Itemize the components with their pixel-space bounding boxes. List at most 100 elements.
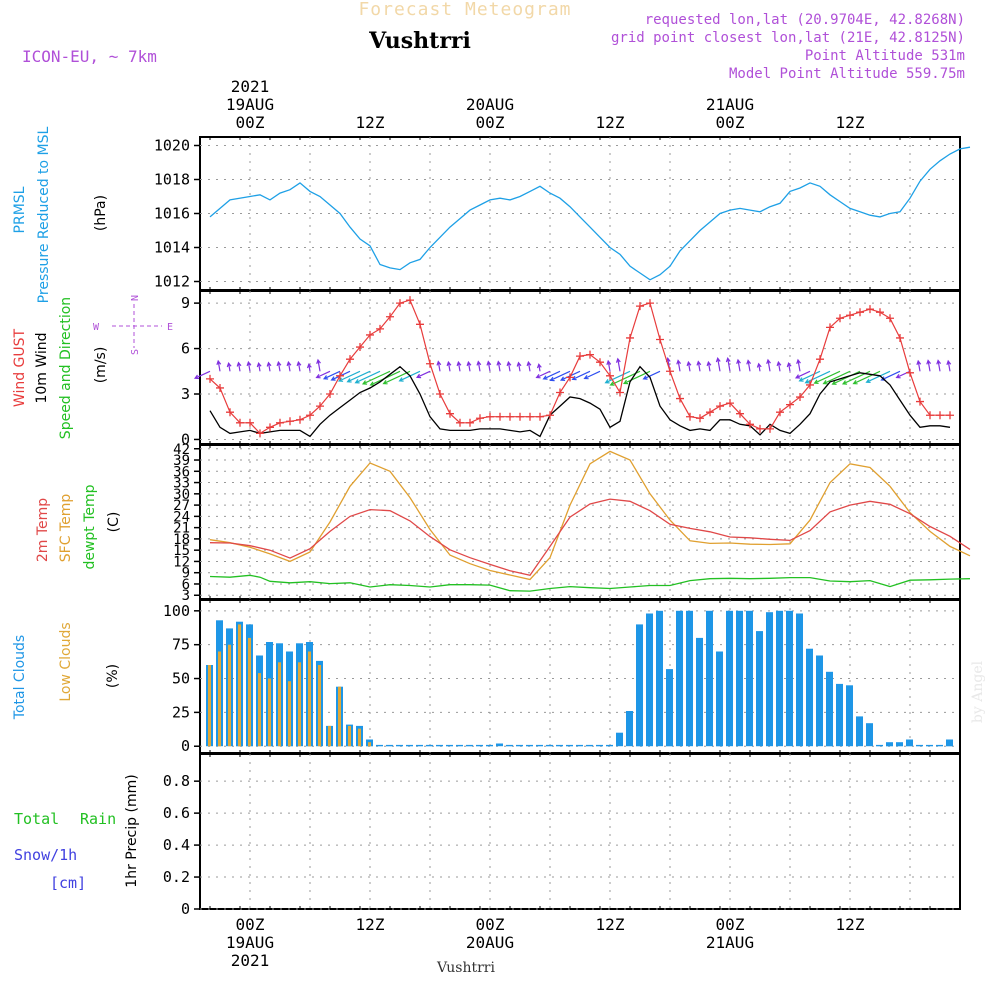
gust-marker	[416, 320, 424, 329]
wind-arrow	[236, 361, 242, 372]
compass-rose: W E N S	[93, 295, 173, 355]
wind-arrow	[246, 360, 252, 372]
total-cloud-bar	[616, 732, 623, 747]
total-cloud-bar	[816, 655, 823, 747]
bottom-tick-label: 12Z	[356, 915, 385, 934]
pressure-unit: (hPa)	[93, 195, 109, 231]
gust-marker	[736, 409, 744, 418]
wind-arrow	[642, 370, 661, 380]
prmsl-label: PRMSL	[12, 186, 28, 233]
gust-marker	[426, 359, 434, 368]
wind-arrow	[415, 370, 431, 379]
wind-arrow	[549, 370, 571, 382]
wind-arrow	[831, 370, 861, 385]
gust-marker	[356, 343, 364, 352]
wind-arrow	[446, 360, 452, 372]
wind-arrow	[696, 360, 702, 372]
gust-marker	[506, 412, 514, 421]
model-label: ICON-EU, ~ 7km	[22, 47, 157, 66]
bottom-date-label: 19AUG	[226, 933, 274, 952]
wind-arrow	[266, 361, 272, 372]
top-tick-label: 12Z	[836, 113, 865, 132]
t2m-label: 2m Temp	[35, 498, 51, 562]
low-cloud-bar	[338, 686, 341, 747]
wind-arrow	[276, 360, 282, 372]
ytick-label: 25	[172, 703, 190, 721]
wind-arrow	[216, 359, 222, 372]
top-year-label: 2021	[231, 77, 270, 96]
gust-marker	[526, 412, 534, 421]
gust-marker	[776, 408, 784, 417]
total-cloud-bar	[716, 651, 723, 747]
total-cloud-bar	[386, 744, 393, 747]
temp-unit: (C)	[106, 512, 122, 533]
bottom-year-label: 2021	[231, 951, 270, 970]
ytick-label: 1014	[154, 239, 190, 257]
top-tick-label: 00Z	[716, 113, 745, 132]
wind-arrow	[456, 360, 462, 372]
gust-marker	[216, 383, 224, 392]
gust-marker	[446, 409, 454, 418]
wind-gust-label: Wind GUST	[12, 328, 28, 407]
gust-marker	[906, 368, 914, 377]
wind10-label: 10m Wind	[34, 332, 50, 403]
gust-marker	[486, 412, 494, 421]
wind-arrow	[361, 370, 391, 385]
wind-arrow	[286, 360, 292, 372]
gust-marker	[846, 311, 854, 320]
gust-marker	[296, 415, 304, 424]
gust-marker	[756, 424, 764, 433]
gust-marker	[786, 400, 794, 409]
gust-marker	[796, 393, 804, 402]
low-cloud-bar	[368, 742, 371, 747]
ytick-label: 3	[182, 588, 190, 604]
wind-arrow	[766, 358, 771, 372]
wind-arrow	[813, 370, 841, 384]
wind-arrow	[725, 357, 731, 372]
wind-arrow	[506, 360, 512, 372]
ytick-label: 0.6	[163, 804, 190, 822]
top-tick-label: 12Z	[596, 113, 625, 132]
gust-marker	[866, 305, 874, 314]
credit-label: by Angel	[970, 660, 986, 723]
total-cloud-bar	[546, 744, 553, 747]
low-cloud-bar	[228, 644, 231, 747]
ytick-label: 6	[182, 577, 190, 593]
wind-arrow	[776, 360, 782, 372]
dewpt-label: dewpt Temp	[82, 484, 98, 569]
clouds-panel: 0 25 50 75 100 Total Clouds Low Clouds (%) b…	[12, 599, 986, 755]
gust-marker	[656, 335, 664, 344]
bottom-date-label: 20AUG	[466, 933, 514, 952]
ytick-label: 100	[163, 602, 190, 620]
gust-marker	[346, 355, 354, 364]
total-cloud-bar	[646, 613, 653, 747]
gust-marker	[706, 408, 714, 417]
gust-marker	[556, 388, 564, 397]
total-cloud-bar	[916, 744, 923, 747]
precip-axis-label: 1hr Precip (mm)	[124, 774, 140, 887]
gust-marker	[456, 418, 464, 427]
wind-arrow	[476, 360, 482, 372]
total-cloud-bar	[626, 711, 633, 747]
wind-arrow	[296, 360, 302, 372]
gust-marker	[876, 308, 884, 317]
gust-marker	[476, 414, 484, 423]
station-title: Vushtrri	[368, 28, 471, 54]
pressure-msl-label: Pressure Reduced to MSL	[36, 126, 52, 303]
top-tick-label: 00Z	[476, 113, 505, 132]
total-cloud-bar	[376, 744, 383, 747]
bottom-tick-label: 00Z	[476, 915, 505, 934]
total-clouds-label: Total Clouds	[12, 635, 28, 720]
wind-arrow	[865, 370, 891, 383]
total-cloud-bar	[426, 744, 433, 747]
wind-arrow	[316, 358, 321, 372]
total-cloud-bar	[786, 610, 793, 747]
wind-arrow	[786, 361, 792, 372]
gust-marker	[366, 330, 374, 339]
gust-marker	[546, 411, 554, 420]
total-rain-label-b: Rain	[80, 810, 116, 828]
total-cloud-bar	[466, 744, 473, 747]
total-cloud-bar	[896, 742, 903, 747]
total-cloud-bar	[596, 744, 603, 747]
low-cloud-bar	[308, 651, 311, 747]
